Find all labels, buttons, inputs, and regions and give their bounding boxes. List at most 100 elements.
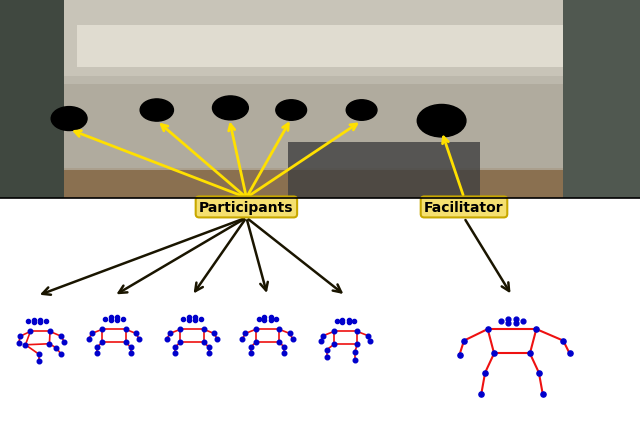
Point — [246, 344, 256, 351]
Point — [251, 326, 261, 333]
Point — [316, 337, 326, 344]
Text: Participants: Participants — [199, 201, 294, 214]
Point — [106, 317, 116, 324]
Point — [274, 339, 284, 346]
Point — [190, 317, 200, 324]
Point — [51, 345, 61, 351]
Point — [503, 316, 513, 323]
Point — [92, 350, 102, 357]
Point — [483, 326, 493, 333]
Point — [564, 350, 575, 357]
Point — [246, 350, 256, 357]
Text: Facilitator: Facilitator — [424, 201, 504, 214]
Point — [134, 336, 144, 343]
Point — [259, 314, 269, 321]
Point — [29, 317, 39, 323]
Bar — [64, 77, 563, 170]
Point — [198, 326, 209, 333]
Point — [120, 326, 131, 333]
Point — [558, 337, 568, 344]
Bar — [0, 168, 640, 198]
Circle shape — [140, 100, 173, 122]
Point — [125, 344, 136, 351]
Point — [511, 316, 521, 323]
Point — [511, 320, 521, 326]
Point — [459, 337, 469, 344]
Circle shape — [417, 105, 466, 138]
Circle shape — [276, 101, 307, 121]
Point — [344, 317, 354, 323]
Point — [209, 330, 220, 337]
Point — [287, 336, 298, 343]
Point — [279, 344, 289, 351]
Point — [344, 319, 354, 326]
Point — [531, 326, 541, 333]
Bar — [0, 0, 640, 198]
Point — [237, 336, 248, 343]
Point — [86, 330, 97, 337]
Point — [476, 391, 486, 397]
Bar — [0, 0, 640, 85]
Point — [204, 350, 214, 357]
Point — [365, 337, 375, 344]
Point — [125, 350, 136, 357]
Point — [59, 339, 69, 345]
Point — [97, 326, 108, 333]
Bar — [77, 26, 563, 68]
Circle shape — [212, 97, 248, 121]
Point — [349, 356, 360, 363]
Point — [517, 318, 527, 325]
Point — [120, 339, 131, 346]
Point — [497, 318, 507, 325]
Point — [162, 336, 172, 343]
Point — [175, 339, 186, 346]
Point — [33, 357, 44, 364]
Point — [23, 318, 33, 325]
Point — [196, 316, 206, 323]
Point — [170, 350, 180, 357]
Point — [84, 336, 94, 343]
Point — [240, 330, 250, 337]
Point — [100, 316, 110, 323]
Point — [35, 319, 45, 326]
Point — [321, 354, 332, 361]
Point — [274, 326, 284, 333]
Point — [538, 391, 548, 397]
Point — [20, 342, 31, 348]
Point — [489, 350, 499, 357]
Point — [41, 318, 51, 325]
Point — [131, 330, 141, 337]
Point — [525, 350, 535, 357]
Point — [266, 317, 276, 324]
Point — [35, 317, 45, 323]
Point — [454, 351, 465, 358]
Point — [112, 314, 122, 321]
Point — [534, 369, 544, 376]
Point — [318, 332, 328, 339]
Point — [178, 316, 188, 323]
Bar — [563, 0, 640, 198]
Point — [29, 319, 39, 326]
Point — [13, 340, 24, 347]
Point — [285, 330, 295, 337]
Point — [253, 316, 264, 323]
Point — [56, 351, 66, 357]
Point — [118, 316, 128, 323]
Point — [25, 328, 35, 335]
Point — [15, 333, 26, 340]
Point — [363, 332, 373, 339]
Point — [251, 339, 261, 346]
Point — [184, 314, 194, 321]
Point — [97, 339, 108, 346]
Point — [170, 344, 180, 351]
Point — [337, 317, 348, 323]
Point — [175, 326, 186, 333]
Point — [190, 314, 200, 321]
Point — [329, 328, 339, 335]
Point — [352, 341, 362, 348]
Point — [45, 328, 55, 335]
Point — [33, 351, 44, 357]
Point — [259, 317, 269, 324]
Point — [198, 339, 209, 346]
Wedge shape — [77, 0, 563, 162]
